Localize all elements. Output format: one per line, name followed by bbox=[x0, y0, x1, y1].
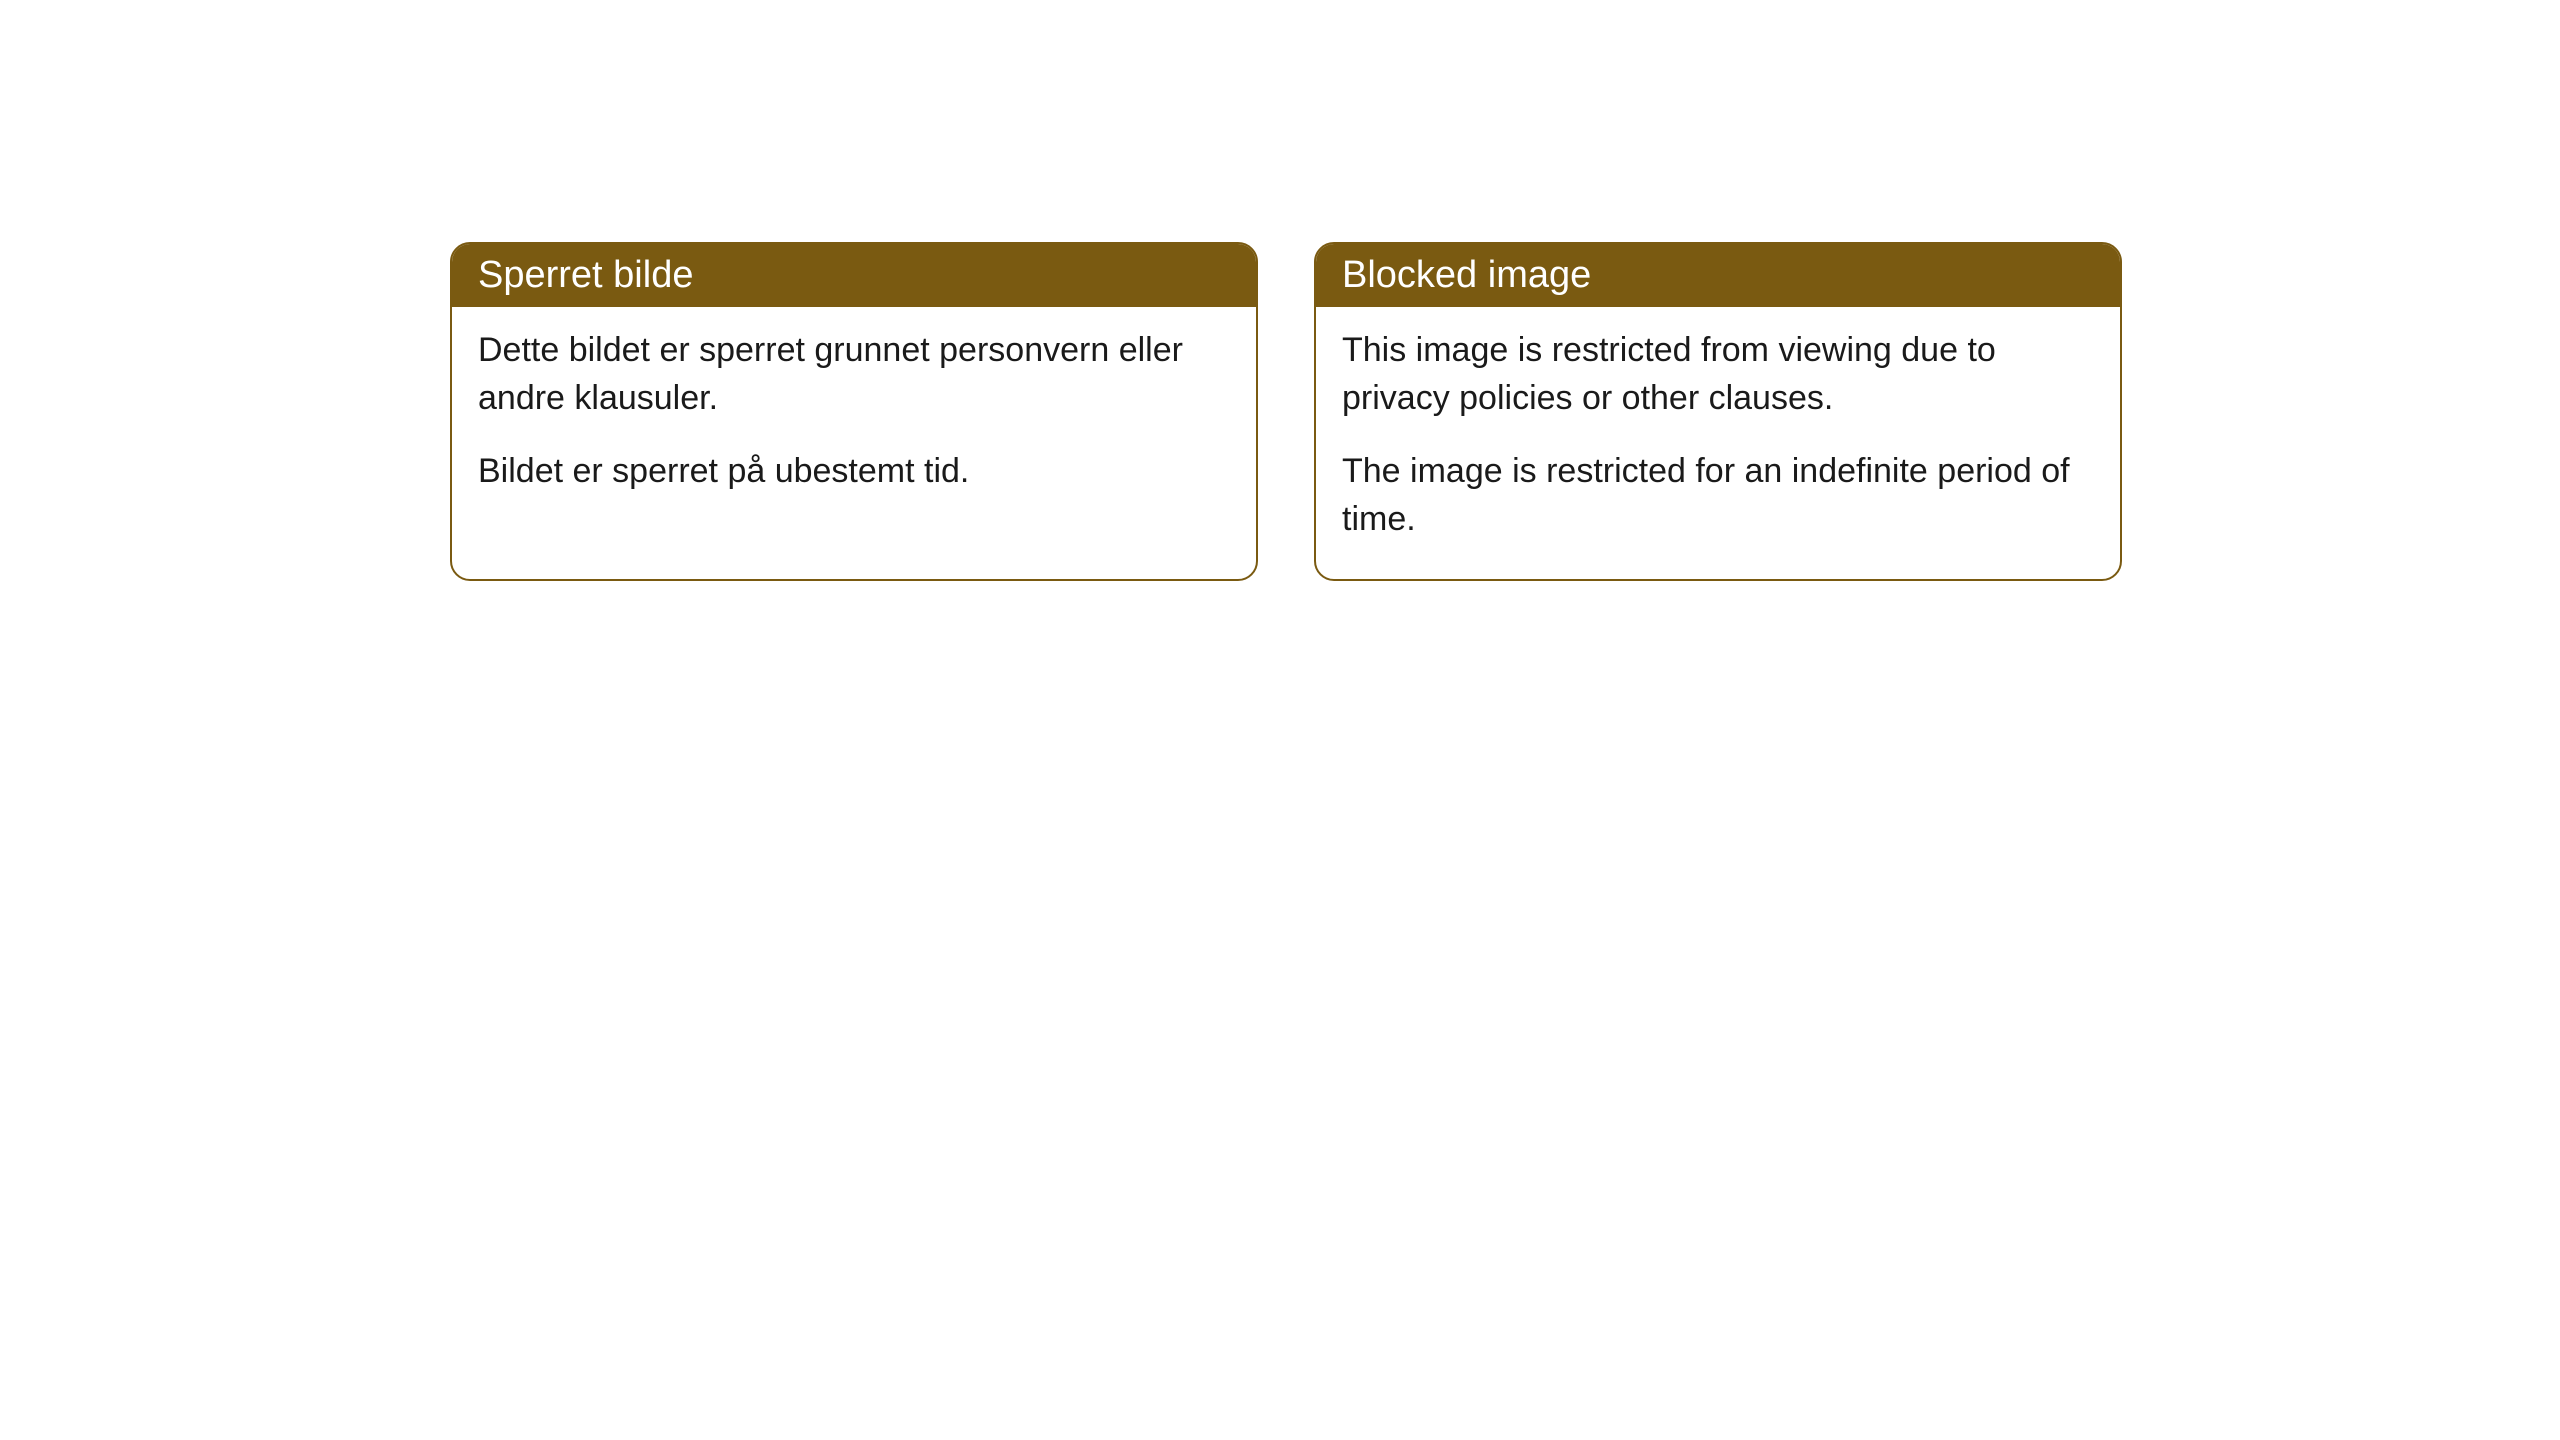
card-body-english: This image is restricted from viewing du… bbox=[1316, 307, 2120, 579]
card-text-norwegian-2: Bildet er sperret på ubestemt tid. bbox=[478, 448, 1230, 496]
card-body-norwegian: Dette bildet er sperret grunnet personve… bbox=[452, 307, 1256, 532]
card-header-norwegian: Sperret bilde bbox=[452, 244, 1256, 307]
cards-container: Sperret bilde Dette bildet er sperret gr… bbox=[0, 0, 2560, 581]
card-text-english-1: This image is restricted from viewing du… bbox=[1342, 327, 2094, 422]
card-text-norwegian-1: Dette bildet er sperret grunnet personve… bbox=[478, 327, 1230, 422]
card-header-english: Blocked image bbox=[1316, 244, 2120, 307]
blocked-image-card-norwegian: Sperret bilde Dette bildet er sperret gr… bbox=[450, 242, 1258, 581]
blocked-image-card-english: Blocked image This image is restricted f… bbox=[1314, 242, 2122, 581]
card-text-english-2: The image is restricted for an indefinit… bbox=[1342, 448, 2094, 543]
